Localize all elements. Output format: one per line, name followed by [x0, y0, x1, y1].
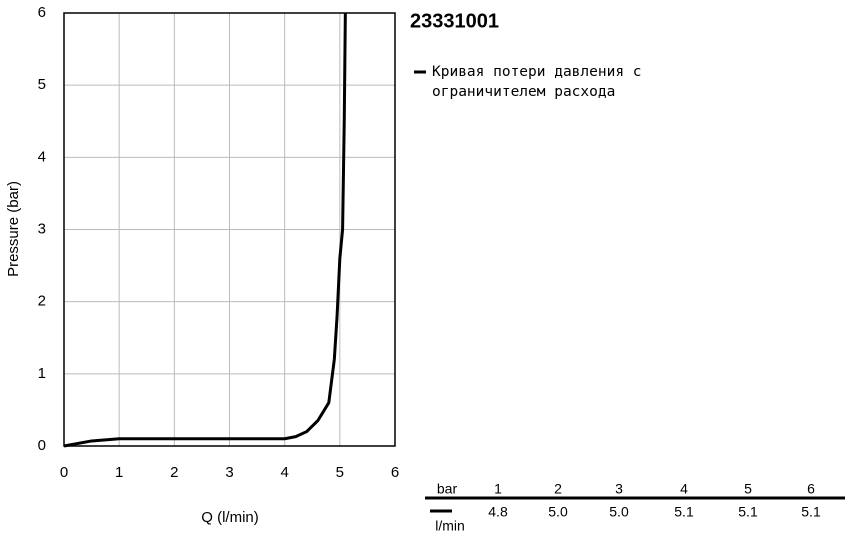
y-tick-label: 1: [38, 365, 46, 382]
x-tick-label: 0: [60, 464, 68, 481]
table-header: 4: [680, 481, 688, 497]
x-tick-label: 3: [225, 464, 233, 481]
x-tick-label: 1: [115, 464, 123, 481]
table-header: 1: [494, 481, 502, 497]
table-cell: l/min: [435, 518, 465, 534]
table-header: 6: [807, 481, 815, 497]
x-tick-label: 2: [170, 464, 178, 481]
table-header: 2: [554, 481, 562, 497]
x-tick-label: 6: [391, 464, 399, 481]
table-cell: 5.0: [609, 504, 629, 520]
table-cell: 5.1: [801, 504, 821, 520]
table-header: bar: [437, 481, 458, 497]
x-tick-label: 4: [280, 464, 288, 481]
y-axis-label: Pressure (bar): [5, 181, 22, 277]
table-cell: 5.0: [548, 504, 568, 520]
y-tick-label: 3: [38, 220, 46, 237]
plot-frame: [63, 12, 396, 447]
y-tick-label: 0: [38, 437, 46, 454]
y-tick-label: 4: [38, 148, 46, 165]
table-header: 5: [744, 481, 752, 497]
chart-title: 23331001: [410, 10, 499, 32]
table-cell: 5.1: [738, 504, 758, 520]
legend-label: Кривая потери давления с ограничителем р…: [432, 64, 642, 100]
table-cell: 5.1: [674, 504, 694, 520]
table-header: 3: [615, 481, 623, 497]
line: [63, 12, 347, 448]
y-tick-label: 5: [38, 76, 46, 93]
y-tick-label: 2: [38, 293, 46, 310]
x-axis-label: Q (l/min): [201, 509, 259, 526]
x-tick-label: 5: [336, 464, 344, 481]
table-cell: 4.8: [488, 504, 508, 520]
y-tick-label: 6: [38, 4, 46, 21]
